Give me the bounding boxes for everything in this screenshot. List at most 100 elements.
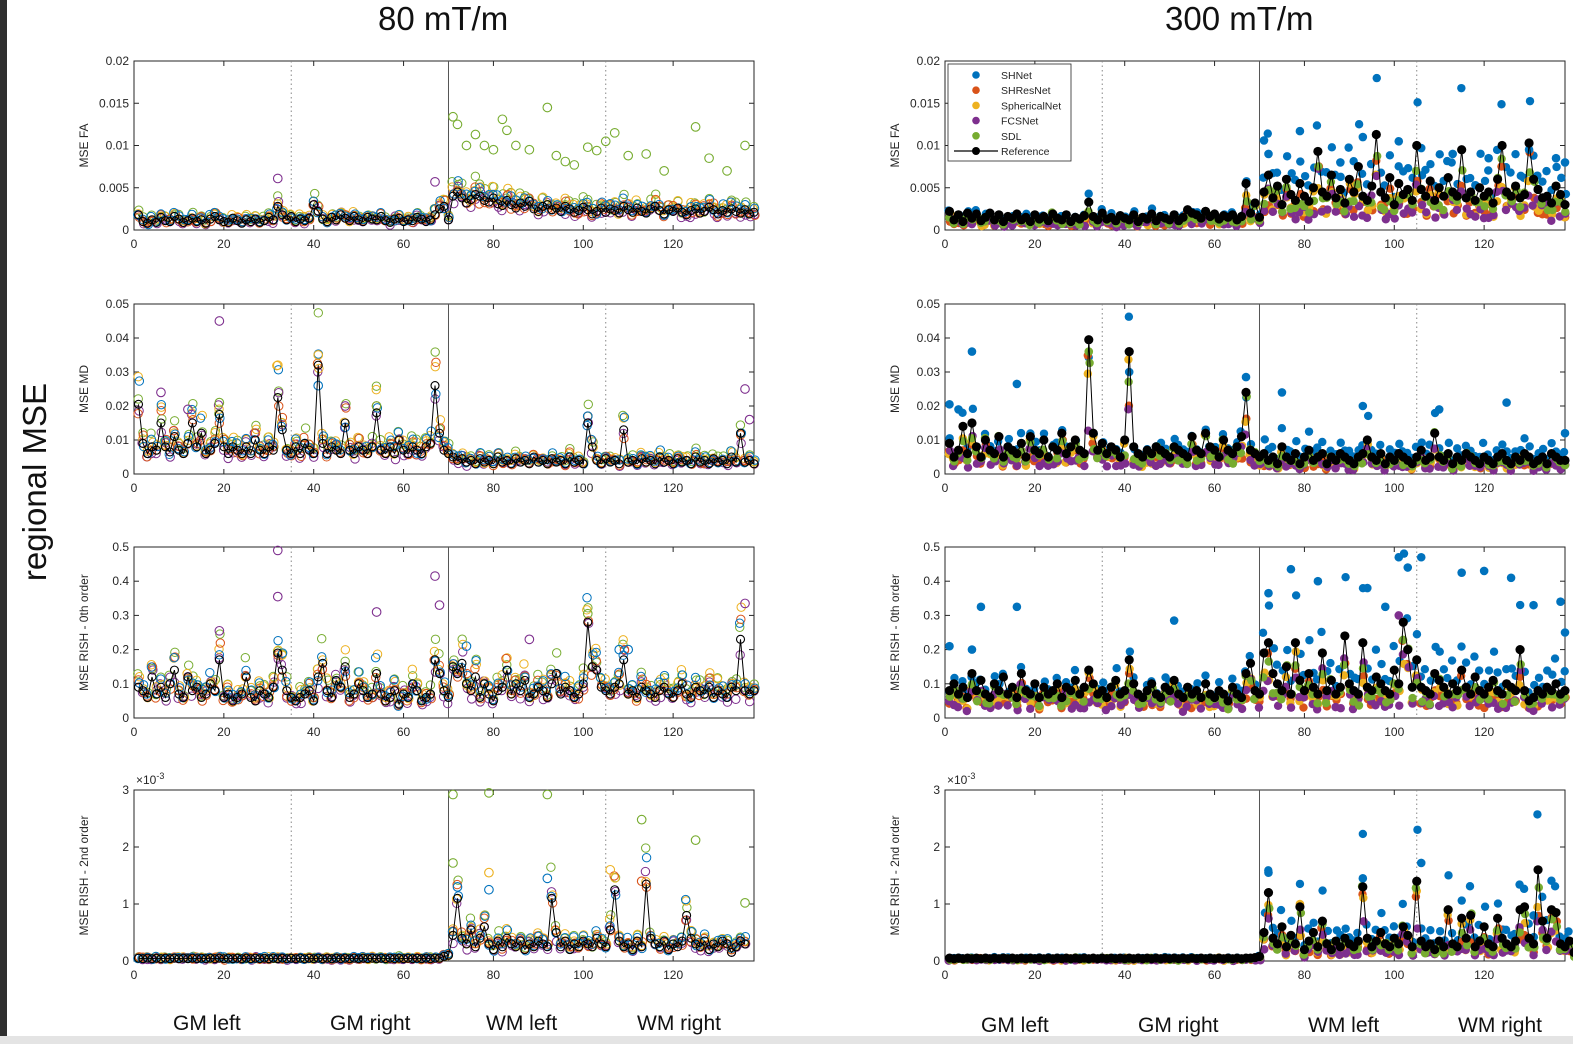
point-fcsnet bbox=[1214, 460, 1223, 470]
x-tick-label: 80 bbox=[487, 481, 501, 495]
region-label-wm-right-80: WM right bbox=[637, 1012, 721, 1035]
x-tick-label: 20 bbox=[1028, 237, 1042, 251]
point-fcsnet bbox=[1268, 207, 1278, 216]
point-shnet bbox=[1363, 411, 1373, 421]
point-shnet bbox=[1478, 438, 1488, 448]
reference-point bbox=[1371, 129, 1381, 140]
x-tick-label: 80 bbox=[1298, 481, 1312, 495]
reference-point bbox=[1470, 195, 1480, 206]
point-sdl bbox=[273, 191, 283, 201]
point-shnet bbox=[1336, 438, 1345, 447]
legend-swatch-reference-marker bbox=[972, 147, 980, 155]
point-shnet bbox=[1304, 427, 1314, 436]
outlier-point bbox=[1295, 126, 1305, 136]
x-tick-label: 40 bbox=[307, 968, 321, 982]
legend-swatch-fcsnet bbox=[972, 116, 980, 125]
y-tick-label: 0.005 bbox=[99, 181, 129, 195]
outlier-point bbox=[1560, 158, 1570, 167]
point-fcsnet bbox=[1407, 208, 1417, 217]
point-fcsnet bbox=[1452, 205, 1462, 215]
reference-point bbox=[1362, 195, 1372, 206]
reference-point bbox=[958, 216, 968, 227]
y-tick-label: 0.03 bbox=[106, 365, 130, 379]
reference-point bbox=[1250, 198, 1260, 208]
x-tick-label: 100 bbox=[573, 968, 593, 982]
x-tick-label: 20 bbox=[217, 237, 231, 251]
reference-point bbox=[1551, 181, 1561, 191]
reference-point bbox=[1528, 174, 1539, 184]
point-shnet bbox=[1444, 438, 1454, 448]
outlier-point bbox=[1264, 149, 1273, 159]
reference-point bbox=[1326, 170, 1336, 180]
reference-point bbox=[1421, 191, 1431, 201]
x-tick-label: 60 bbox=[397, 725, 411, 739]
point-fcsnet bbox=[273, 197, 284, 207]
point-shnet bbox=[1447, 158, 1456, 167]
x-tick-label: 40 bbox=[307, 481, 321, 495]
point-fcsnet bbox=[449, 198, 459, 209]
point-sdl bbox=[447, 177, 457, 187]
point-sdl bbox=[1515, 202, 1525, 212]
point-shresnet bbox=[561, 196, 571, 206]
x-tick-label: 60 bbox=[397, 481, 411, 495]
point-shnet bbox=[277, 207, 288, 217]
point-sdl bbox=[1439, 205, 1448, 215]
point-sdl bbox=[1305, 208, 1314, 217]
x-tick-label: 80 bbox=[1298, 237, 1312, 251]
window-edge bbox=[0, 0, 7, 1044]
reference-point bbox=[1290, 195, 1301, 206]
x-tick-label: 100 bbox=[1384, 237, 1404, 251]
outlier-point bbox=[1448, 149, 1457, 159]
chart-panel-md80: 00.010.020.030.040.050 20 40 60 80 100 120MSE … bbox=[77, 297, 760, 495]
x-tick-label: 0 bbox=[131, 968, 138, 982]
point-shnet bbox=[968, 404, 978, 414]
y-tick-label: 1 bbox=[122, 897, 129, 911]
legend-label-reference: Reference bbox=[1001, 146, 1050, 158]
legend-swatch-shresnet bbox=[972, 86, 980, 94]
x-tick-label: 100 bbox=[573, 237, 593, 251]
x-tick-label: 0 bbox=[131, 237, 138, 251]
point-shnet bbox=[600, 201, 611, 211]
point-shnet bbox=[1395, 439, 1404, 449]
point-sphericalnet bbox=[538, 192, 548, 202]
x-tick-label: 80 bbox=[487, 968, 501, 982]
x-tick-label: 120 bbox=[663, 237, 683, 251]
x-tick-label: 40 bbox=[1118, 237, 1132, 251]
reference-point bbox=[1245, 208, 1256, 218]
point-fcsnet bbox=[1102, 462, 1112, 471]
y-tick-label: 0.2 bbox=[112, 643, 129, 657]
x-tick-label: 80 bbox=[487, 725, 501, 739]
y-tick-label: 0.02 bbox=[106, 399, 130, 413]
y-tick-label: 3 bbox=[122, 783, 129, 797]
point-shresnet bbox=[650, 194, 661, 205]
reference-point bbox=[1281, 174, 1292, 184]
y-tick-label: 0.005 bbox=[910, 181, 940, 195]
point-shnet bbox=[453, 176, 463, 186]
point-sdl bbox=[1480, 202, 1489, 211]
reference-point bbox=[1394, 178, 1404, 189]
x-tick-label: 40 bbox=[307, 725, 321, 739]
point-shresnet bbox=[470, 182, 480, 192]
point-sphericalnet bbox=[294, 209, 305, 219]
reference-point bbox=[1412, 140, 1422, 151]
point-shnet bbox=[1124, 312, 1134, 321]
point-shnet bbox=[1385, 151, 1395, 160]
point-shnet bbox=[1403, 164, 1413, 173]
axis-multiplier: ×10-3 bbox=[136, 771, 164, 787]
y-axis-label: MSE RISH - 0th order bbox=[77, 574, 91, 691]
point-shnet bbox=[1344, 143, 1353, 152]
reference-point bbox=[1452, 191, 1462, 201]
point-shnet bbox=[1300, 171, 1310, 181]
reference-point bbox=[1308, 183, 1319, 193]
x-tick-label: 0 bbox=[131, 725, 138, 739]
outlier-point bbox=[1358, 132, 1368, 142]
x-tick-label: 60 bbox=[397, 968, 411, 982]
reference-point bbox=[1519, 189, 1530, 200]
region-label-gm-left-80: GM left bbox=[173, 1012, 241, 1035]
y-tick-label: 0.04 bbox=[917, 331, 941, 345]
reference-point bbox=[1380, 193, 1390, 203]
